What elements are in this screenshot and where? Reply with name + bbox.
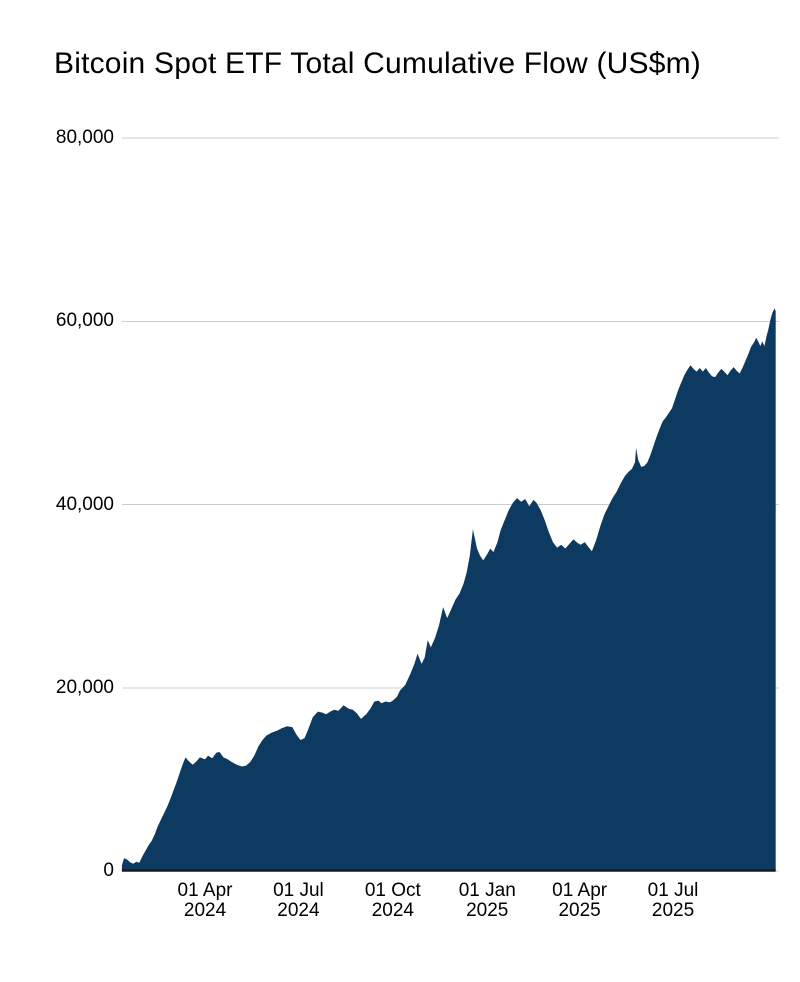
y-axis-label: 20,000 [55, 676, 114, 698]
area-series [121, 308, 776, 871]
x-axis-label: 01 Jul 2025 [647, 880, 699, 921]
x-axis-label: 01 Jan 2025 [458, 880, 516, 921]
chart-title: Bitcoin Spot ETF Total Cumulative Flow (… [54, 47, 701, 80]
x-axis-label: 01 Apr 2025 [552, 880, 608, 921]
y-axis-label: 80,000 [55, 127, 114, 148]
x-axis-label: 01 Apr 2024 [177, 880, 233, 921]
y-axis-label: 40,000 [55, 493, 114, 515]
y-axis-label: 60,000 [55, 310, 114, 332]
y-axis-label: 0 [103, 860, 114, 881]
x-axis-label: 01 Jul 2024 [273, 880, 324, 921]
x-axis-label: 01 Oct 2024 [364, 880, 421, 921]
